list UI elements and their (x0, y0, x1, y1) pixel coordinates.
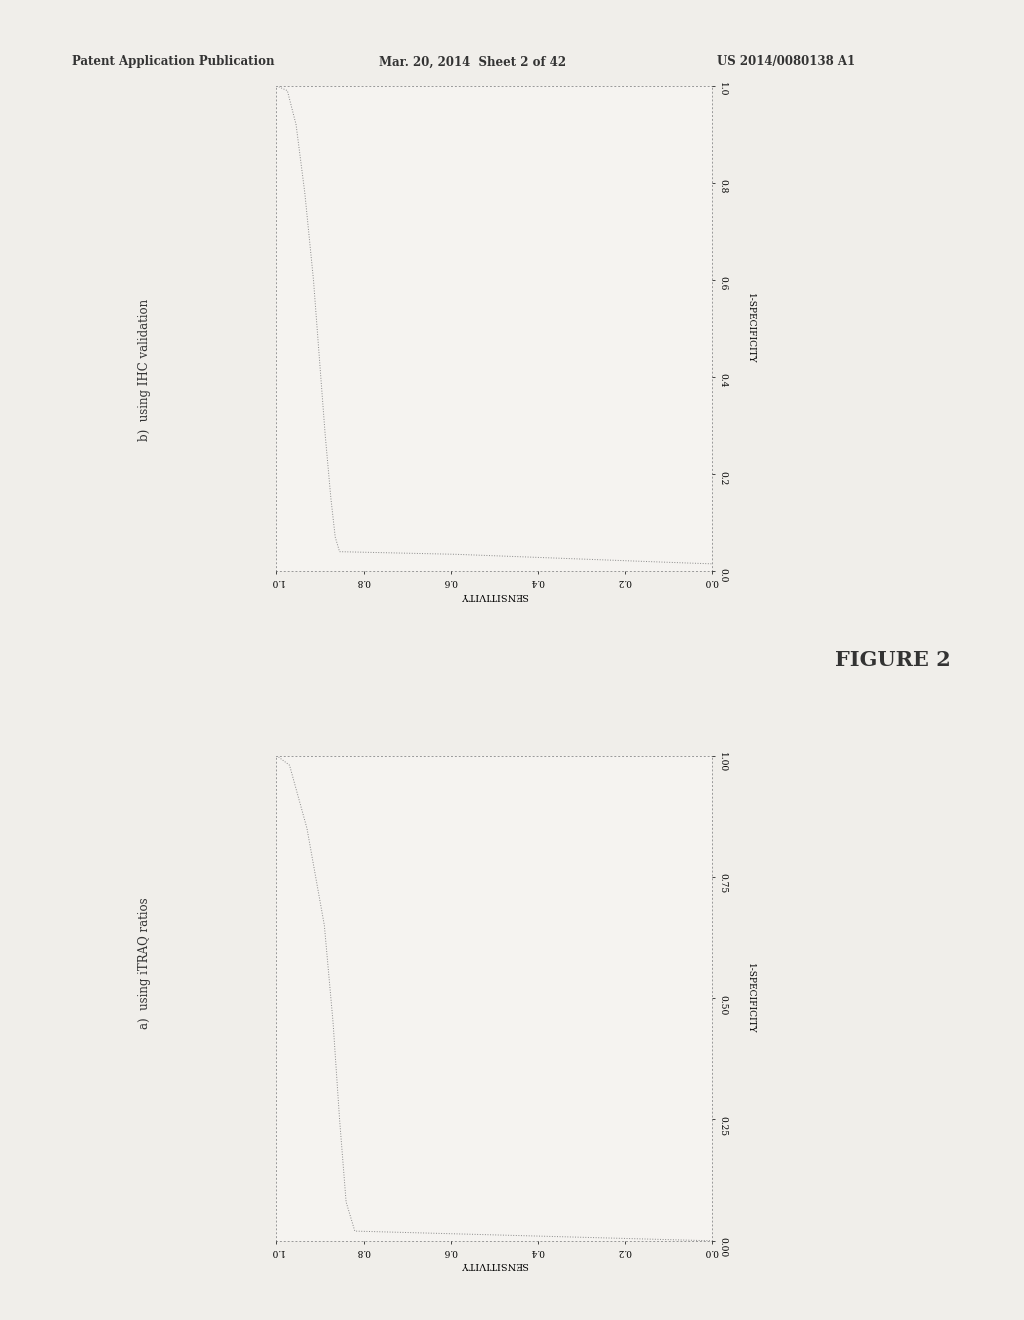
Y-axis label: 1-SPECIFICITY: 1-SPECIFICITY (745, 293, 755, 364)
Text: FIGURE 2: FIGURE 2 (835, 649, 950, 671)
Text: Patent Application Publication: Patent Application Publication (72, 55, 274, 69)
Y-axis label: 1-SPECIFICITY: 1-SPECIFICITY (745, 962, 755, 1034)
X-axis label: SENSITIVITY: SENSITIVITY (460, 590, 528, 599)
Text: b)  using IHC validation: b) using IHC validation (138, 298, 152, 441)
Text: a)  using iTRAQ ratios: a) using iTRAQ ratios (138, 898, 152, 1030)
Text: Mar. 20, 2014  Sheet 2 of 42: Mar. 20, 2014 Sheet 2 of 42 (379, 55, 566, 69)
Text: US 2014/0080138 A1: US 2014/0080138 A1 (717, 55, 855, 69)
X-axis label: SENSITIVITY: SENSITIVITY (460, 1261, 528, 1270)
